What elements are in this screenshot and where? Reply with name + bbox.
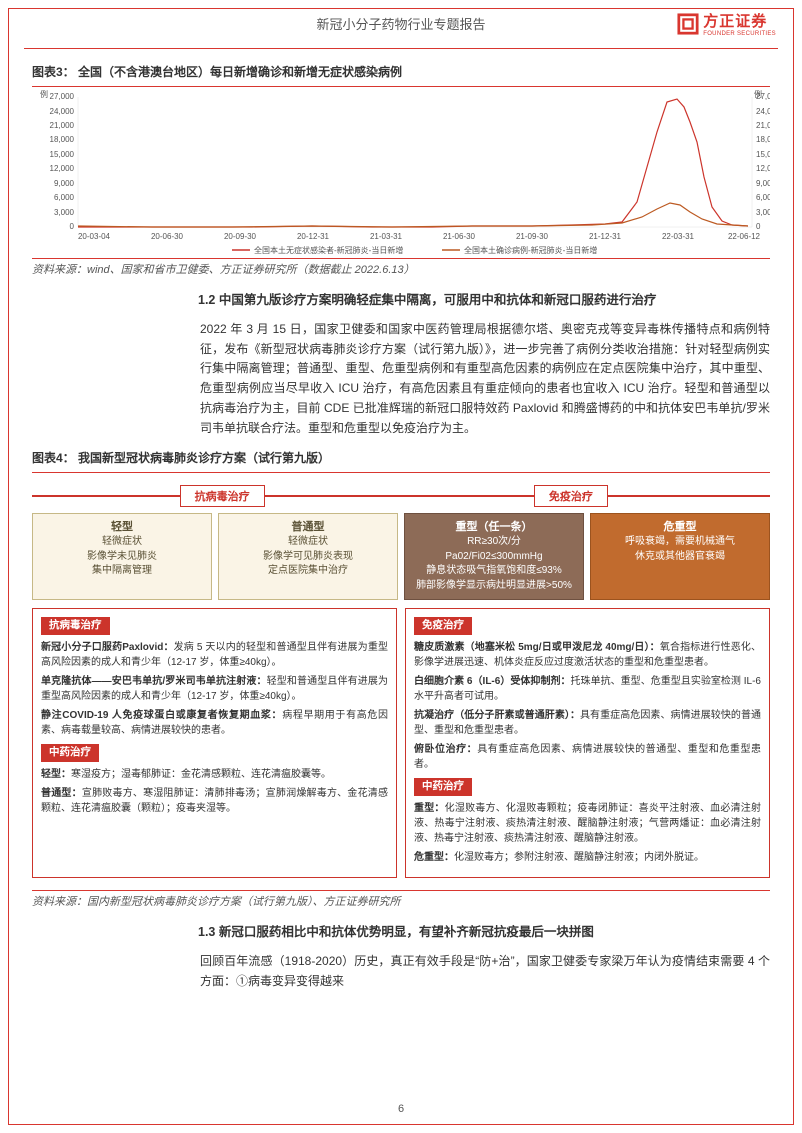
figure4-label-antiviral: 抗病毒治疗 — [180, 485, 265, 507]
header: 新冠小分子药物行业专题报告 方正证券 FOUNDER SECURITIES — [0, 0, 802, 48]
logo-text-en: FOUNDER SECURITIES — [703, 31, 776, 37]
logo-text-cn: 方正证券 — [703, 13, 767, 30]
page-border — [8, 8, 794, 1125]
page-number: 6 — [0, 1103, 802, 1115]
figure4-top-bar: 抗病毒治疗 免疫治疗 — [32, 483, 770, 507]
logo-icon — [677, 13, 699, 35]
figure4-label-immune: 免疫治疗 — [534, 485, 608, 507]
logo: 方正证券 FOUNDER SECURITIES — [677, 10, 776, 37]
